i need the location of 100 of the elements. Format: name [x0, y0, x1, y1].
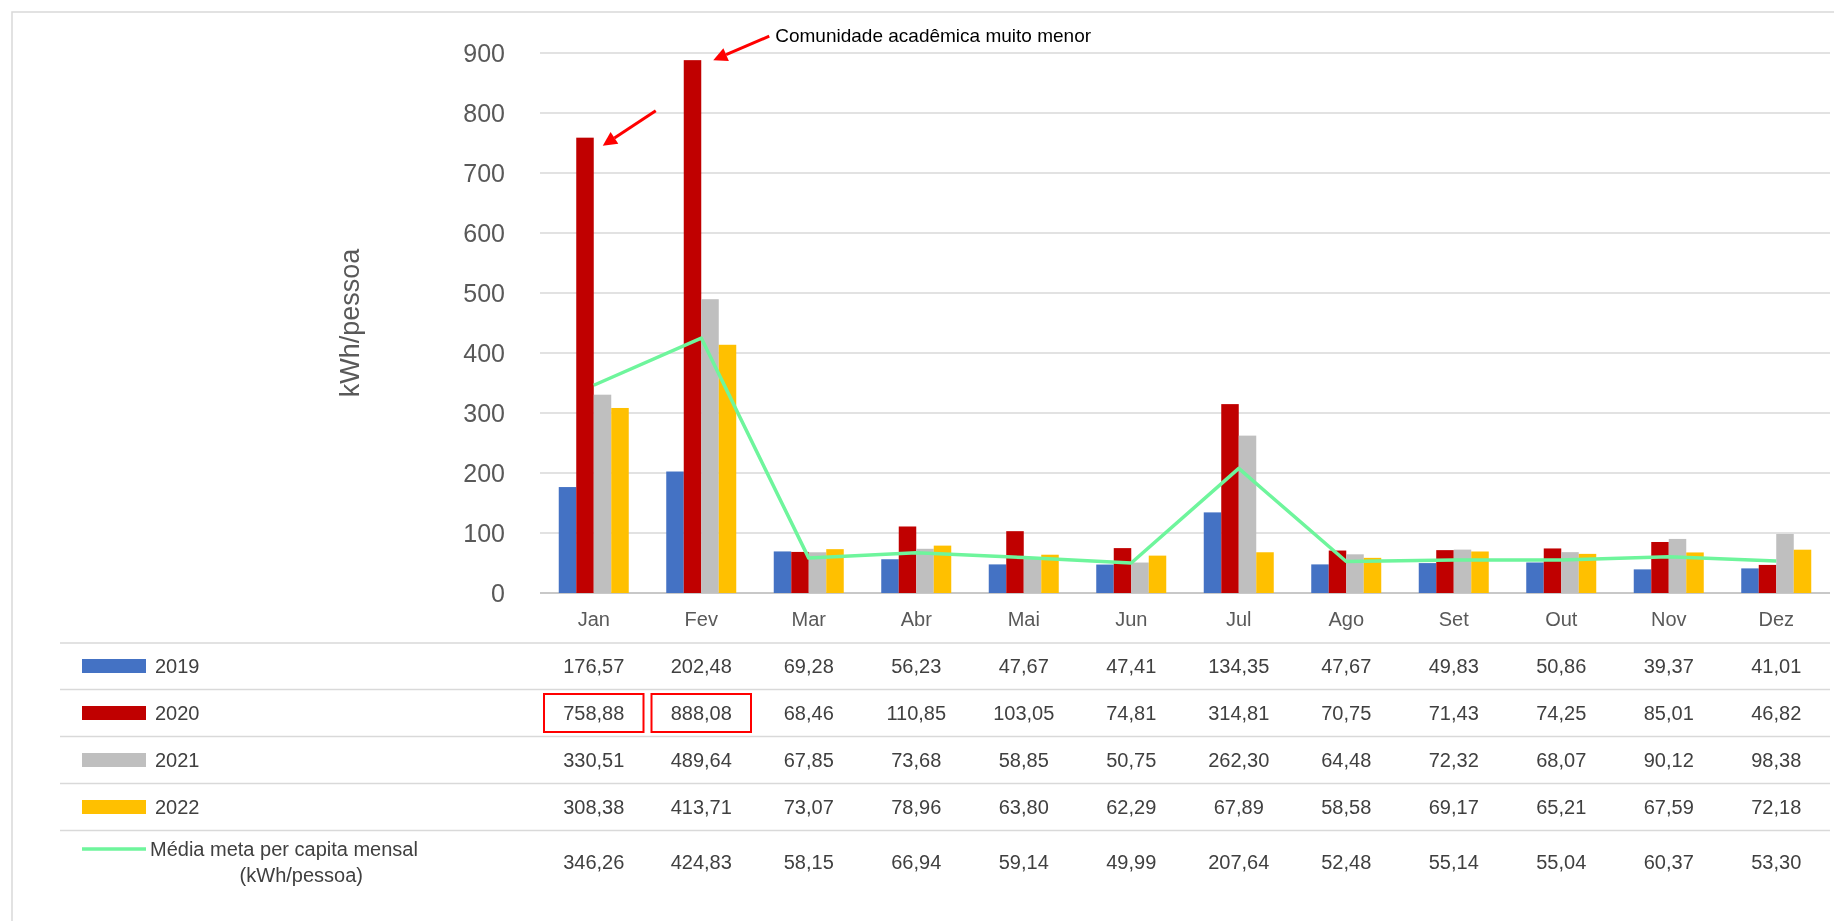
data-label: 67,59 — [1643, 796, 1694, 818]
data-label: 69,28 — [783, 655, 834, 677]
data-label: 110,85 — [886, 702, 947, 724]
data-label: 46,82 — [1751, 702, 1802, 724]
bar — [1793, 549, 1812, 593]
data-label: 73,68 — [891, 749, 942, 771]
x-tick-label: Jul — [1225, 608, 1252, 630]
data-label: 72,18 — [1751, 796, 1802, 818]
data-label: 888,08 — [670, 702, 732, 724]
bar — [1148, 555, 1167, 593]
data-label: 47,67 — [998, 655, 1049, 677]
data-label: 346,26 — [563, 851, 625, 873]
y-tick-label: 500 — [463, 278, 505, 307]
y-tick-label: 200 — [463, 458, 505, 487]
data-label: 98,38 — [1751, 749, 1802, 771]
bar — [1686, 552, 1704, 593]
data-label: 207,64 — [1208, 851, 1270, 873]
data-label: 64,48 — [1321, 749, 1372, 771]
data-label: 314,81 — [1208, 702, 1270, 724]
y-tick-label: 800 — [463, 98, 505, 127]
legend-label: 2022 — [155, 796, 200, 818]
bar — [718, 344, 737, 593]
data-label: 59,14 — [998, 851, 1049, 873]
data-label: 50,75 — [1106, 749, 1157, 771]
data-label: 56,23 — [891, 655, 942, 677]
data-label: 330,51 — [563, 749, 625, 771]
data-label: 103,05 — [993, 702, 1055, 724]
bar — [666, 471, 684, 593]
x-tick-label: Nov — [1650, 608, 1687, 630]
data-label: 65,21 — [1536, 796, 1587, 818]
y-tick-label: 700 — [463, 158, 505, 187]
x-tick-label: Set — [1438, 608, 1470, 630]
data-label: 52,48 — [1321, 851, 1372, 873]
bar — [1758, 564, 1777, 593]
data-label: 47,67 — [1321, 655, 1372, 677]
data-label: 71,43 — [1428, 702, 1479, 724]
data-label: 41,01 — [1751, 655, 1802, 677]
y-tick-label: 400 — [463, 338, 505, 367]
bar — [1311, 564, 1329, 593]
legend-label: 2021 — [155, 749, 200, 771]
data-label: 489,64 — [670, 749, 732, 771]
legend-label: 2019 — [155, 655, 200, 677]
bar — [1651, 541, 1669, 593]
data-label: 66,94 — [891, 851, 942, 873]
bar — [988, 564, 1007, 593]
data-label: 176,57 — [563, 655, 625, 677]
bar — [1471, 551, 1489, 593]
data-label: 50,86 — [1536, 655, 1587, 677]
bar — [826, 549, 844, 593]
data-label: 63,80 — [998, 796, 1049, 818]
bar — [1256, 552, 1274, 593]
x-tick-label: Mai — [1007, 608, 1040, 630]
data-label: 424,83 — [670, 851, 732, 873]
bar — [1526, 562, 1544, 593]
x-tick-label: Jan — [577, 608, 610, 630]
x-tick-label: Out — [1545, 608, 1578, 630]
data-label: 67,85 — [783, 749, 834, 771]
x-tick-label: Jun — [1115, 608, 1148, 630]
bar — [576, 137, 594, 593]
legend-label: 2020 — [155, 702, 200, 724]
data-label: 49,83 — [1428, 655, 1479, 677]
data-label: 69,17 — [1428, 796, 1479, 818]
x-tick-label: Abr — [900, 608, 933, 630]
data-label: 758,88 — [563, 702, 625, 724]
data-label: 85,01 — [1643, 702, 1694, 724]
data-label: 202,48 — [670, 655, 732, 677]
data-label: 413,71 — [670, 796, 732, 818]
data-label: 70,75 — [1321, 702, 1372, 724]
bar — [1436, 550, 1454, 593]
bar — [898, 526, 917, 593]
bar — [1203, 512, 1222, 593]
data-label: 90,12 — [1643, 749, 1694, 771]
x-tick-label: Ago — [1328, 608, 1365, 630]
data-label: 72,32 — [1428, 749, 1479, 771]
data-label: 308,38 — [563, 796, 625, 818]
line-series — [592, 336, 1778, 565]
data-label: 68,46 — [783, 702, 834, 724]
bar — [1633, 569, 1652, 593]
data-label: 58,58 — [1321, 796, 1372, 818]
data-label: 58,85 — [998, 749, 1049, 771]
data-label: 262,30 — [1208, 749, 1270, 771]
data-label: 60,37 — [1643, 851, 1694, 873]
y-tick-label: 600 — [463, 218, 505, 247]
bar — [791, 551, 809, 593]
bar — [683, 60, 702, 593]
data-label: 62,29 — [1106, 796, 1157, 818]
y-tick-label: 0 — [491, 578, 505, 607]
bar — [1221, 404, 1239, 593]
bar — [1418, 563, 1437, 593]
bar — [1006, 531, 1024, 593]
legend-label: Média meta per capita mensal (kWh/pessoa) — [150, 838, 418, 886]
y-tick-label: 100 — [463, 518, 505, 547]
data-label: 49,99 — [1106, 851, 1157, 873]
y-tick-label: 900 — [463, 38, 505, 67]
x-tick-label: Mar — [791, 608, 827, 630]
data-label: 74,25 — [1536, 702, 1587, 724]
bar — [611, 407, 629, 593]
data-label: 55,04 — [1536, 851, 1587, 873]
bar — [881, 559, 899, 593]
data-label: 73,07 — [783, 796, 834, 818]
